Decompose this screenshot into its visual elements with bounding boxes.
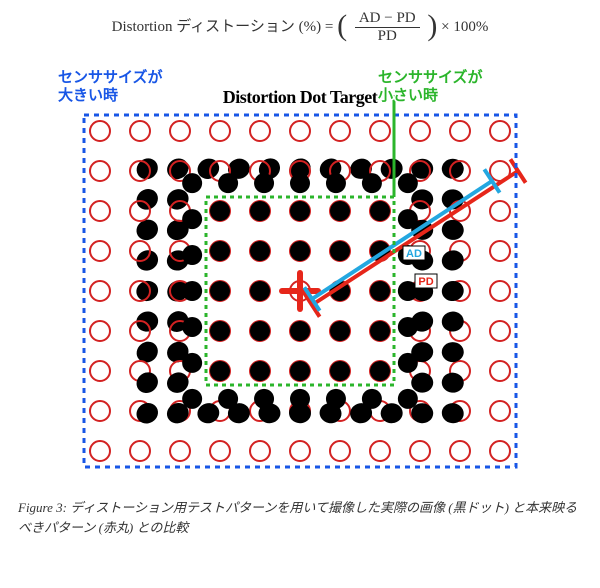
formula-denominator: PD — [355, 28, 420, 45]
svg-text:PD: PD — [418, 276, 433, 288]
svg-text:Distortion Dot Target: Distortion Dot Target — [223, 87, 378, 107]
figure-caption: Figure 3: ディストーション用テストパターンを用いて撮像した実際の画像 … — [0, 492, 600, 549]
formula-fraction: AD − PD PD — [355, 10, 420, 45]
svg-text:AD: AD — [406, 248, 422, 260]
paren-left: ( — [337, 11, 347, 41]
distortion-chart: Distortion Dot Target AD PD — [40, 81, 560, 486]
formula-label: Distortion ディストーション (%) = — [112, 19, 334, 35]
paren-right: ) — [427, 11, 437, 41]
formula-suffix: × 100% — [441, 19, 488, 35]
diagram-container: センササイズが大きい時 センササイズが大きい時 センササイズが小さい時 センササ… — [40, 81, 560, 486]
callout-sensor-large: センササイズが大きい時 センササイズが大きい時 — [58, 69, 163, 105]
formula-numerator: AD − PD — [355, 10, 420, 28]
callout-sensor-small: センササイズが小さい時 センササイズが小さい時 — [378, 69, 483, 105]
distortion-formula: Distortion ディストーション (%) = ( AD − PD PD )… — [0, 0, 600, 61]
